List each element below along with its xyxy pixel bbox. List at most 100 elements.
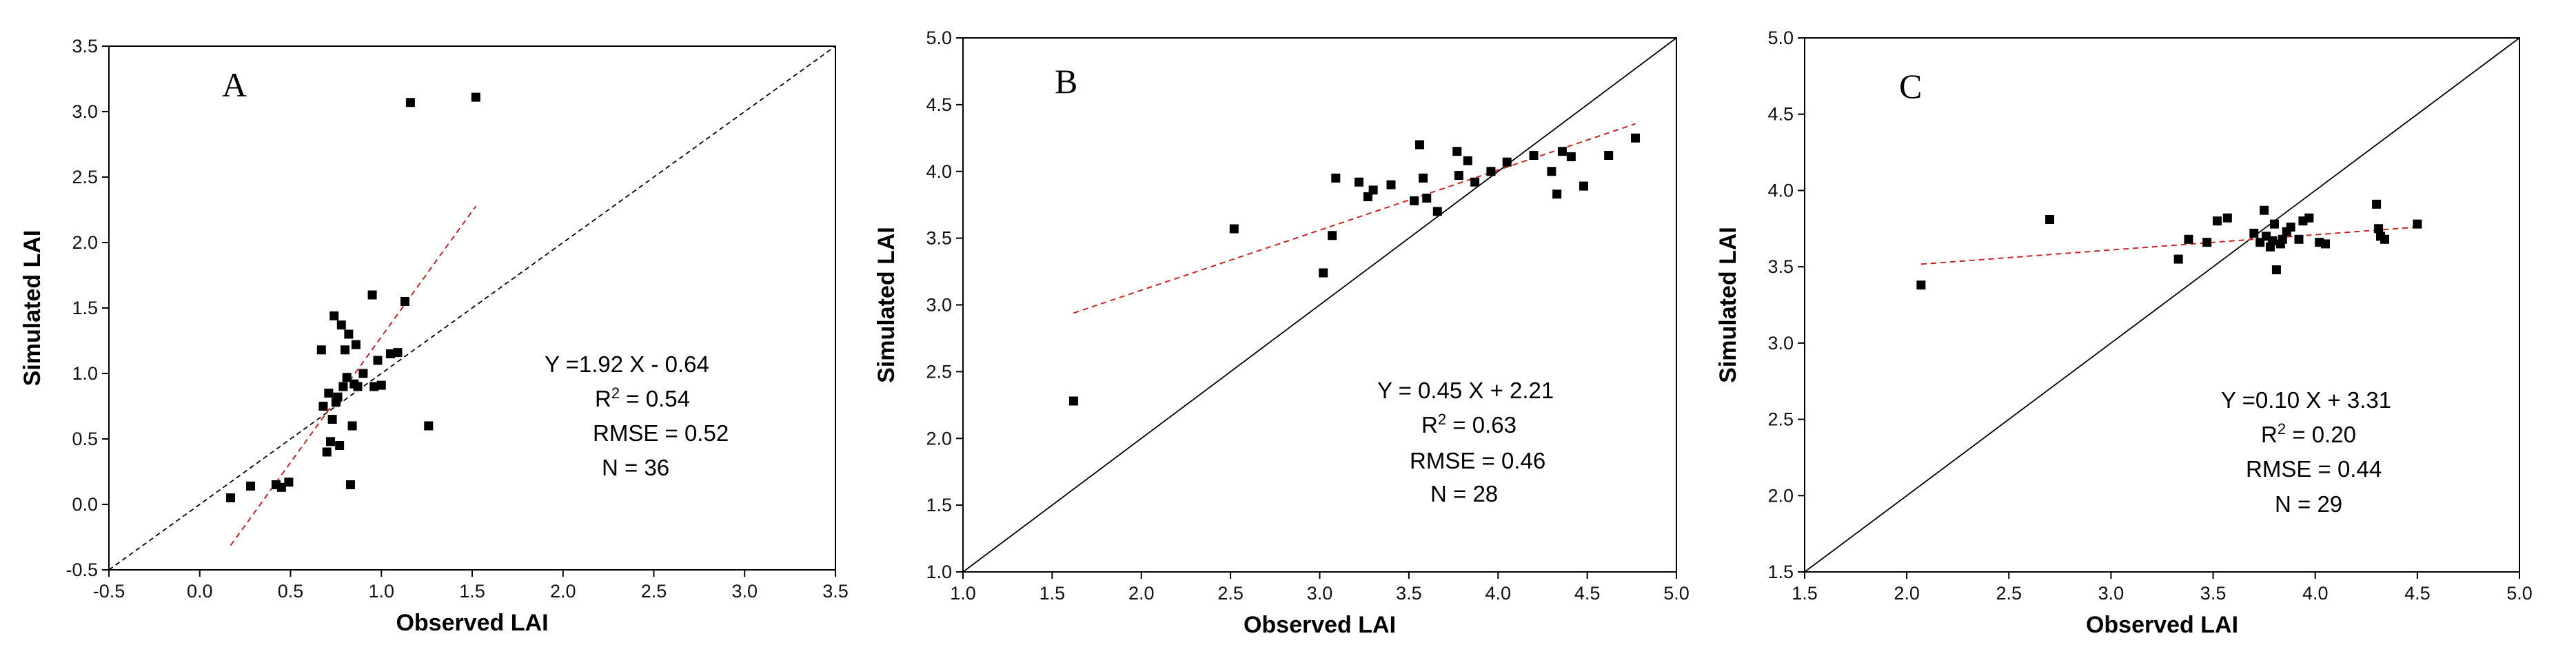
y-tick-label: 1.5	[72, 298, 98, 318]
data-point	[246, 481, 256, 491]
y-tick-label: 2.5	[926, 361, 952, 382]
data-point	[338, 382, 348, 391]
x-tick-label: 1.0	[368, 581, 394, 602]
data-point	[1410, 196, 1419, 205]
regression-equation: Y = 0.45 X + 2.21	[1377, 378, 1554, 403]
r-squared: R2 = 0.20	[2261, 420, 2356, 448]
y-tick-label: 3.0	[926, 295, 952, 316]
data-point	[1502, 157, 1512, 167]
data-point	[351, 340, 361, 349]
data-point	[347, 421, 357, 431]
y-tick-label: 3.5	[72, 36, 98, 57]
data-point	[358, 369, 368, 378]
data-point	[1414, 140, 1424, 150]
data-point	[1354, 177, 1363, 187]
data-point	[2321, 239, 2331, 249]
sample-size-label: N = 36	[602, 455, 669, 480]
x-tick-label: 3.5	[2200, 583, 2227, 604]
r-squared: R2 = 0.63	[1421, 411, 1517, 438]
data-point	[376, 380, 386, 390]
y-tick-label: 3.0	[72, 101, 98, 122]
x-tick-label: 3.0	[731, 581, 758, 602]
panel-letter: B	[1055, 62, 1077, 101]
x-tick-label: -0.5	[93, 581, 125, 602]
y-tick-label: 5.0	[926, 28, 952, 48]
y-tick-label: 2.0	[72, 232, 98, 253]
rmse-label: RMSE = 0.46	[1410, 448, 1545, 473]
x-axis-title: Observed LAI	[1244, 612, 1396, 638]
data-point	[2286, 223, 2295, 232]
data-point	[327, 415, 337, 424]
y-tick-label: 1.5	[1767, 562, 1794, 582]
data-point	[1452, 147, 1462, 156]
rmse-label: RMSE = 0.44	[2246, 456, 2382, 482]
data-point	[1229, 224, 1239, 234]
x-axis-title: Observed LAI	[2086, 612, 2238, 638]
data-point	[2045, 215, 2055, 224]
x-tick-label: 2.0	[1128, 583, 1155, 604]
data-point	[2278, 234, 2287, 244]
data-point	[336, 320, 346, 330]
x-tick-label: 3.0	[1307, 583, 1333, 604]
data-point	[2202, 238, 2212, 247]
y-axis-title: Simulated LAI	[19, 230, 45, 387]
data-point	[342, 373, 352, 382]
x-tick-label: 5.0	[2506, 583, 2533, 604]
data-point	[405, 98, 415, 107]
data-point	[2380, 234, 2389, 244]
data-point	[276, 482, 286, 492]
data-point	[1916, 280, 1926, 290]
y-tick-label: 1.0	[926, 562, 952, 582]
x-tick-label: 3.0	[2098, 583, 2124, 604]
data-point	[1331, 173, 1341, 183]
sample-size-label: N = 28	[1430, 481, 1498, 506]
one-to-one-line	[108, 45, 836, 571]
sample-size-label: N = 29	[2275, 491, 2342, 517]
data-point	[316, 345, 326, 355]
one-to-one-line	[962, 37, 1677, 573]
x-tick-label: 0.5	[278, 581, 304, 602]
y-tick-label: 1.5	[926, 495, 952, 515]
r-squared-value: = 0.54	[620, 386, 690, 411]
one-to-one-line	[1804, 37, 2520, 573]
r-squared-value: = 0.63	[1446, 412, 1517, 438]
x-tick-label: 1.5	[1039, 583, 1066, 604]
x-tick-label: 2.0	[550, 581, 576, 602]
data-point	[373, 356, 383, 365]
y-tick-label: 3.5	[1767, 256, 1794, 277]
data-point	[1579, 181, 1588, 191]
y-tick-label: 2.5	[1767, 409, 1794, 430]
y-tick-label: 4.0	[1767, 180, 1794, 201]
data-point	[400, 297, 410, 306]
data-point	[1486, 167, 1496, 176]
data-point	[1547, 167, 1556, 176]
r-squared-symbol: R	[2261, 422, 2278, 447]
data-point	[1432, 207, 1442, 216]
y-tick-label: 4.5	[926, 94, 952, 115]
panel-c: 1.5 2.0 2.5 3.0 3.5 4.0 4.5 5.0 1.5 2.0 2.5 3.0 3.5 4…	[1715, 28, 2533, 638]
panel-b: 1.0 1.5 2.0 2.5 3.0 3.5 4.0 4.5 5.0 1.0 1.5 2.0 2.5 3…	[873, 28, 1690, 638]
panel-a: -0.5 0.0 0.5 1.0 1.5 2.0 2.5 3.0 3.5 -0.5 0.0 0.5 1.…	[19, 36, 849, 636]
regression-equation: Y =1.92 X - 0.64	[545, 351, 709, 377]
y-tick-label: 3.0	[1767, 333, 1794, 353]
y-tick-label: 4.0	[926, 161, 952, 182]
data-point	[2374, 224, 2384, 234]
x-tick-label: 0.0	[187, 581, 213, 602]
r-squared: R2 = 0.54	[595, 384, 690, 412]
data-point	[2304, 213, 2314, 223]
data-point	[424, 421, 434, 431]
data-point	[1529, 151, 1539, 160]
data-point	[1630, 133, 1640, 143]
x-axis-title: Observed LAI	[396, 610, 548, 636]
x-tick-label: 4.5	[2404, 583, 2431, 604]
data-point	[2413, 219, 2422, 229]
regression-line	[1073, 123, 1636, 314]
data-point	[1419, 173, 1428, 183]
data-point	[1566, 152, 1576, 161]
x-tick-label: 4.0	[1485, 583, 1511, 604]
y-tick-label: 0.0	[72, 494, 98, 515]
x-tick-label: 1.0	[950, 583, 976, 604]
x-tick-label: 2.0	[1894, 583, 1920, 604]
